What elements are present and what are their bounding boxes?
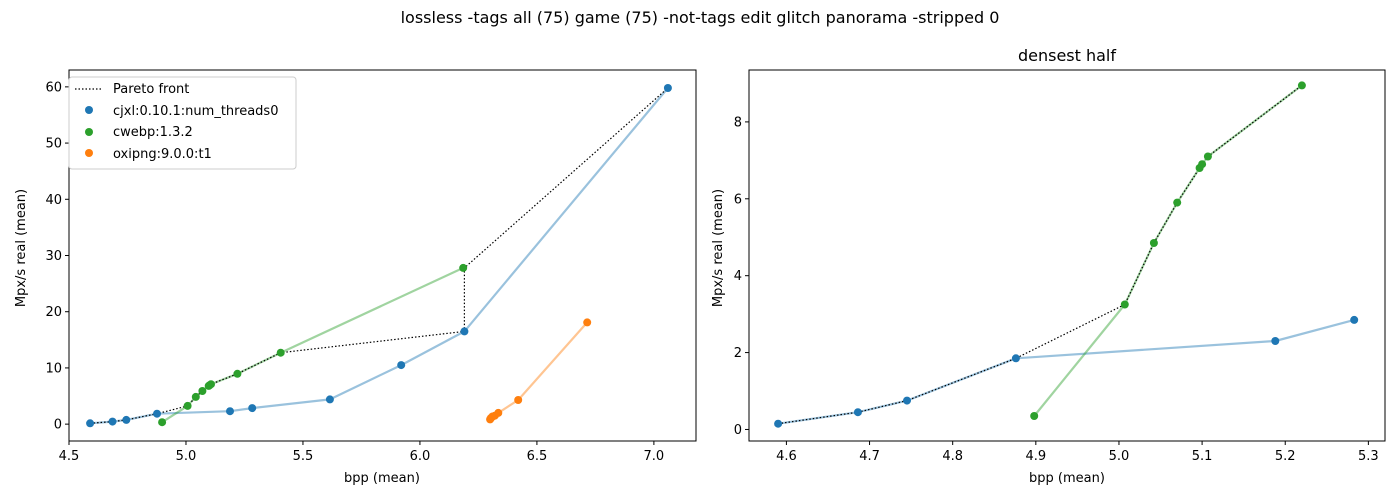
left-x-tick-label: 5.5 bbox=[293, 449, 314, 464]
right-chart-ylabel: Mpx/s real (mean) bbox=[711, 189, 726, 307]
right-cwebp-point bbox=[1297, 81, 1306, 90]
right-y-tick-label: 6 bbox=[734, 192, 742, 207]
legend-cjxl-label: cjxl:0.10.1:num_threads0 bbox=[113, 104, 278, 119]
right-y-tick-label: 0 bbox=[734, 423, 742, 438]
right-cjxl-point bbox=[1271, 337, 1280, 345]
right-cwebp-point bbox=[1173, 198, 1182, 207]
right-cjxl-point bbox=[903, 396, 911, 405]
left-oxipng-point bbox=[514, 396, 523, 404]
left-cwebp-point bbox=[233, 369, 242, 378]
left-cwebp-point bbox=[207, 380, 215, 389]
left-x-tick-label: 6.5 bbox=[527, 449, 548, 464]
right-chart-panel: densest half bpp (mean) Mpx/s real (mean… bbox=[711, 46, 1386, 486]
left-chart-ylabel: Mpx/s real (mean) bbox=[14, 189, 29, 307]
left-cwebp-point bbox=[183, 401, 192, 410]
right-cjxl-point bbox=[774, 419, 783, 428]
left-y-tick-label: 0 bbox=[54, 418, 62, 433]
right-x-tick-label: 5.3 bbox=[1358, 449, 1379, 464]
right-cwebp-point bbox=[1030, 412, 1039, 420]
legend-cjxl-marker bbox=[85, 106, 93, 114]
left-cwebp-point bbox=[158, 418, 167, 427]
left-y-tick-label: 10 bbox=[45, 361, 62, 376]
right-x-tick-label: 4.7 bbox=[859, 449, 880, 464]
left-cjxl-point bbox=[122, 415, 131, 424]
left-cjxl-point bbox=[460, 327, 469, 336]
left-oxipng-point bbox=[583, 318, 592, 327]
right-chart-xlabel: bpp (mean) bbox=[1029, 471, 1105, 486]
right-x-tick-label: 5.2 bbox=[1275, 449, 1296, 464]
left-x-tick-label: 4.5 bbox=[59, 449, 80, 464]
right-x-tick-label: 5.0 bbox=[1109, 449, 1130, 464]
right-y-tick-label: 2 bbox=[734, 346, 742, 361]
left-cwebp-point bbox=[276, 348, 285, 357]
right-cjxl-point bbox=[1350, 315, 1359, 324]
left-cjxl-point bbox=[663, 84, 672, 92]
right-x-tick-label: 4.9 bbox=[1025, 449, 1046, 464]
left-cjxl-point bbox=[153, 409, 161, 418]
left-chart-panel: bpp (mean) Mpx/s real (mean) 4.5 5.0 5.5 6.… bbox=[14, 69, 697, 486]
right-cwebp-series-line bbox=[1033, 84, 1303, 417]
legend-cwebp-marker bbox=[85, 128, 93, 136]
right-cwebp-point bbox=[1149, 239, 1158, 247]
right-y-tick-label: 4 bbox=[734, 269, 742, 284]
left-cjxl-point bbox=[325, 395, 334, 404]
left-cjxl-point bbox=[108, 417, 117, 426]
left-y-tick-label: 20 bbox=[45, 305, 62, 320]
right-cwebp-point bbox=[1120, 300, 1129, 309]
right-cwebp-point bbox=[1198, 160, 1207, 169]
legend-box bbox=[68, 76, 297, 170]
right-x-tick-label: 5.1 bbox=[1192, 449, 1213, 464]
left-y-tick-label: 50 bbox=[45, 137, 62, 152]
left-cjxl-point bbox=[248, 404, 257, 413]
figure-suptitle: lossless -tags all (75) game (75) -not-t… bbox=[401, 8, 1000, 27]
left-plot-area bbox=[86, 84, 672, 428]
legend-cwebp-label: cwebp:1.3.2 bbox=[113, 125, 193, 140]
left-x-tick-label: 7.0 bbox=[644, 449, 665, 464]
legend-oxipng-label: oxipng:9.0.0:t1 bbox=[113, 147, 212, 162]
right-cjxl-point bbox=[1011, 354, 1020, 363]
left-cjxl-point bbox=[397, 361, 406, 370]
left-oxipng-series-line bbox=[489, 321, 589, 420]
right-x-tick-label: 4.6 bbox=[776, 449, 797, 464]
left-y-tick-label: 60 bbox=[45, 80, 62, 95]
right-plot-area bbox=[774, 81, 1359, 428]
right-cjxl-point bbox=[853, 408, 862, 417]
right-cwebp-point bbox=[1203, 152, 1212, 161]
right-cjxl-series-line bbox=[777, 318, 1355, 425]
left-y-tick-label: 30 bbox=[45, 249, 62, 264]
left-chart-xlabel: bpp (mean) bbox=[344, 471, 420, 486]
right-chart-title: densest half bbox=[1018, 46, 1116, 65]
right-y-tick-label: 8 bbox=[734, 115, 742, 130]
left-y-tick-label: 40 bbox=[45, 193, 62, 208]
legend-oxipng-marker bbox=[85, 149, 93, 157]
left-cjxl-point bbox=[86, 419, 95, 428]
legend: Pareto front cjxl:0.10.1:num_threads0 cw… bbox=[68, 76, 297, 170]
left-cwebp-point bbox=[459, 263, 468, 272]
left-cwebp-point bbox=[191, 392, 200, 401]
left-oxipng-point bbox=[494, 408, 503, 417]
left-x-tick-label: 6.0 bbox=[410, 449, 431, 464]
right-pareto-front-line bbox=[778, 84, 1303, 425]
right-axes-frame bbox=[748, 69, 1386, 442]
left-cwebp-series-line bbox=[161, 266, 464, 424]
left-cwebp-point bbox=[198, 387, 207, 395]
left-x-tick-label: 5.0 bbox=[176, 449, 197, 464]
legend-pareto-label: Pareto front bbox=[113, 82, 189, 97]
right-x-tick-label: 4.8 bbox=[942, 449, 963, 464]
left-pareto-front-line bbox=[90, 87, 669, 424]
left-cjxl-point bbox=[226, 407, 234, 416]
